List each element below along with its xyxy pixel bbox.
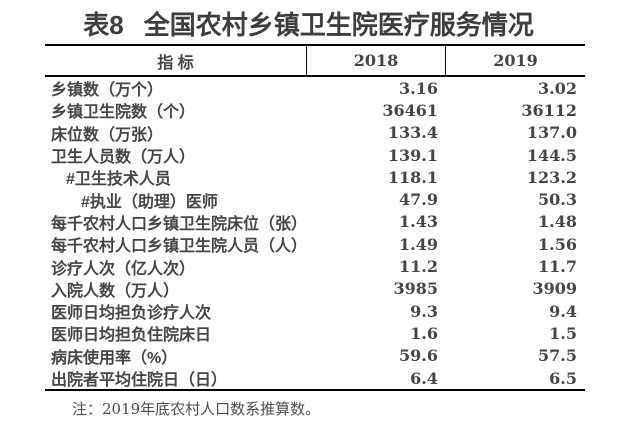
row-label: 病床使用率（%） xyxy=(51,349,178,367)
table-row: 诊疗人次（亿人次） 11.2 11.7 xyxy=(45,255,585,278)
header-cell-2019: 2019 xyxy=(493,51,538,70)
table-row: 医师日均担负住院床日 1.6 1.5 xyxy=(45,322,585,345)
row-label: 医师日均担负诊疗人次 xyxy=(51,305,212,323)
table-row: 每千农村人口乡镇卫生院人员（人） 1.49 1.56 xyxy=(45,233,585,256)
row-label: 卫生人员数（万人） xyxy=(51,149,196,167)
value-2019: 36112 xyxy=(521,100,577,120)
value-2019: 6.5 xyxy=(549,368,577,388)
table-note: 注：2019年底农村人口数系推算数。 xyxy=(72,400,321,418)
value-2019: 3.02 xyxy=(538,78,577,98)
value-2019: 9.4 xyxy=(549,301,577,321)
table-row: 床位数（万张） 133.4 137.0 xyxy=(45,122,585,144)
value-2018: 3985 xyxy=(393,279,438,299)
value-2018: 1.6 xyxy=(410,323,438,343)
table-title: 表8 全国农村乡镇卫生院医疗服务情况 xyxy=(0,5,617,42)
table-row: #卫生技术人员 118.1 123.2 xyxy=(45,166,585,189)
value-2018: 139.1 xyxy=(387,145,438,165)
value-2019: 1.56 xyxy=(538,234,577,254)
table-row: 卫生人员数（万人） 139.1 144.5 xyxy=(45,144,585,167)
value-2019: 11.7 xyxy=(538,257,577,277)
row-label: 每千农村人口乡镇卫生院床位（张） xyxy=(51,215,307,233)
table-title-text: 全国农村乡镇卫生院医疗服务情况 xyxy=(143,10,534,40)
table-header-row: 指 标 2018 2019 xyxy=(45,46,585,77)
value-2019: 57.5 xyxy=(538,346,577,366)
row-label: 诊疗人次（亿人次） xyxy=(51,260,196,278)
table-row: #执业（助理）医师 47.9 50.3 xyxy=(45,188,585,211)
value-2018: 118.1 xyxy=(387,167,438,187)
value-2019: 123.2 xyxy=(526,167,577,187)
value-2018: 9.3 xyxy=(410,301,438,321)
row-label: #执业（助理）医师 xyxy=(81,193,218,211)
value-2019: 144.5 xyxy=(526,145,577,165)
table-body: 乡镇数（万个） 3.16 3.02 乡镇卫生院数（个） 36461 36112 … xyxy=(45,77,585,389)
value-2018: 59.6 xyxy=(399,346,438,366)
value-2018: 133.4 xyxy=(387,123,438,143)
row-label: 床位数（万张） xyxy=(51,126,164,144)
value-2018: 36461 xyxy=(382,100,438,120)
row-label: 每千农村人口乡镇卫生院人员（人） xyxy=(51,238,307,256)
table-row: 入院人数（万人） 3985 3909 xyxy=(45,278,585,300)
table-row: 医师日均担负诊疗人次 9.3 9.4 xyxy=(45,300,585,323)
table-number: 表8 xyxy=(83,10,124,40)
value-2018: 11.2 xyxy=(399,257,438,277)
row-label: 乡镇卫生院数（个） xyxy=(51,104,196,122)
row-label: #卫生技术人员 xyxy=(66,171,171,189)
row-label: 入院人数（万人） xyxy=(51,282,180,300)
table-row: 乡镇卫生院数（个） 36461 36112 xyxy=(45,99,585,122)
value-2018: 3.16 xyxy=(399,78,438,98)
statistics-table: 指 标 2018 2019 乡镇数（万个） 3.16 3.02 乡镇卫生院数（个… xyxy=(45,44,585,392)
value-2019: 137.0 xyxy=(526,123,577,143)
header-cell-indicator: 指 标 xyxy=(45,46,307,75)
value-2019: 1.5 xyxy=(549,323,577,343)
value-2019: 3909 xyxy=(532,279,577,299)
table-row: 乡镇数（万个） 3.16 3.02 xyxy=(45,77,585,100)
value-2018: 6.4 xyxy=(410,368,438,388)
value-2019: 50.3 xyxy=(538,190,577,210)
value-2019: 1.48 xyxy=(538,212,577,232)
row-label: 乡镇数（万个） xyxy=(51,82,164,100)
row-label: 出院者平均住院日（日） xyxy=(51,372,228,390)
row-label: 医师日均担负住院床日 xyxy=(51,327,212,345)
table-row: 每千农村人口乡镇卫生院床位（张） 1.43 1.48 xyxy=(45,211,585,233)
table-row: 病床使用率（%） 59.6 57.5 xyxy=(45,345,585,367)
header-cell-2018: 2018 xyxy=(307,46,446,75)
table-row: 出院者平均住院日（日） 6.4 6.5 xyxy=(45,367,585,390)
value-2018: 1.43 xyxy=(399,212,438,232)
value-2018: 47.9 xyxy=(399,190,438,210)
value-2018: 1.49 xyxy=(399,234,438,254)
